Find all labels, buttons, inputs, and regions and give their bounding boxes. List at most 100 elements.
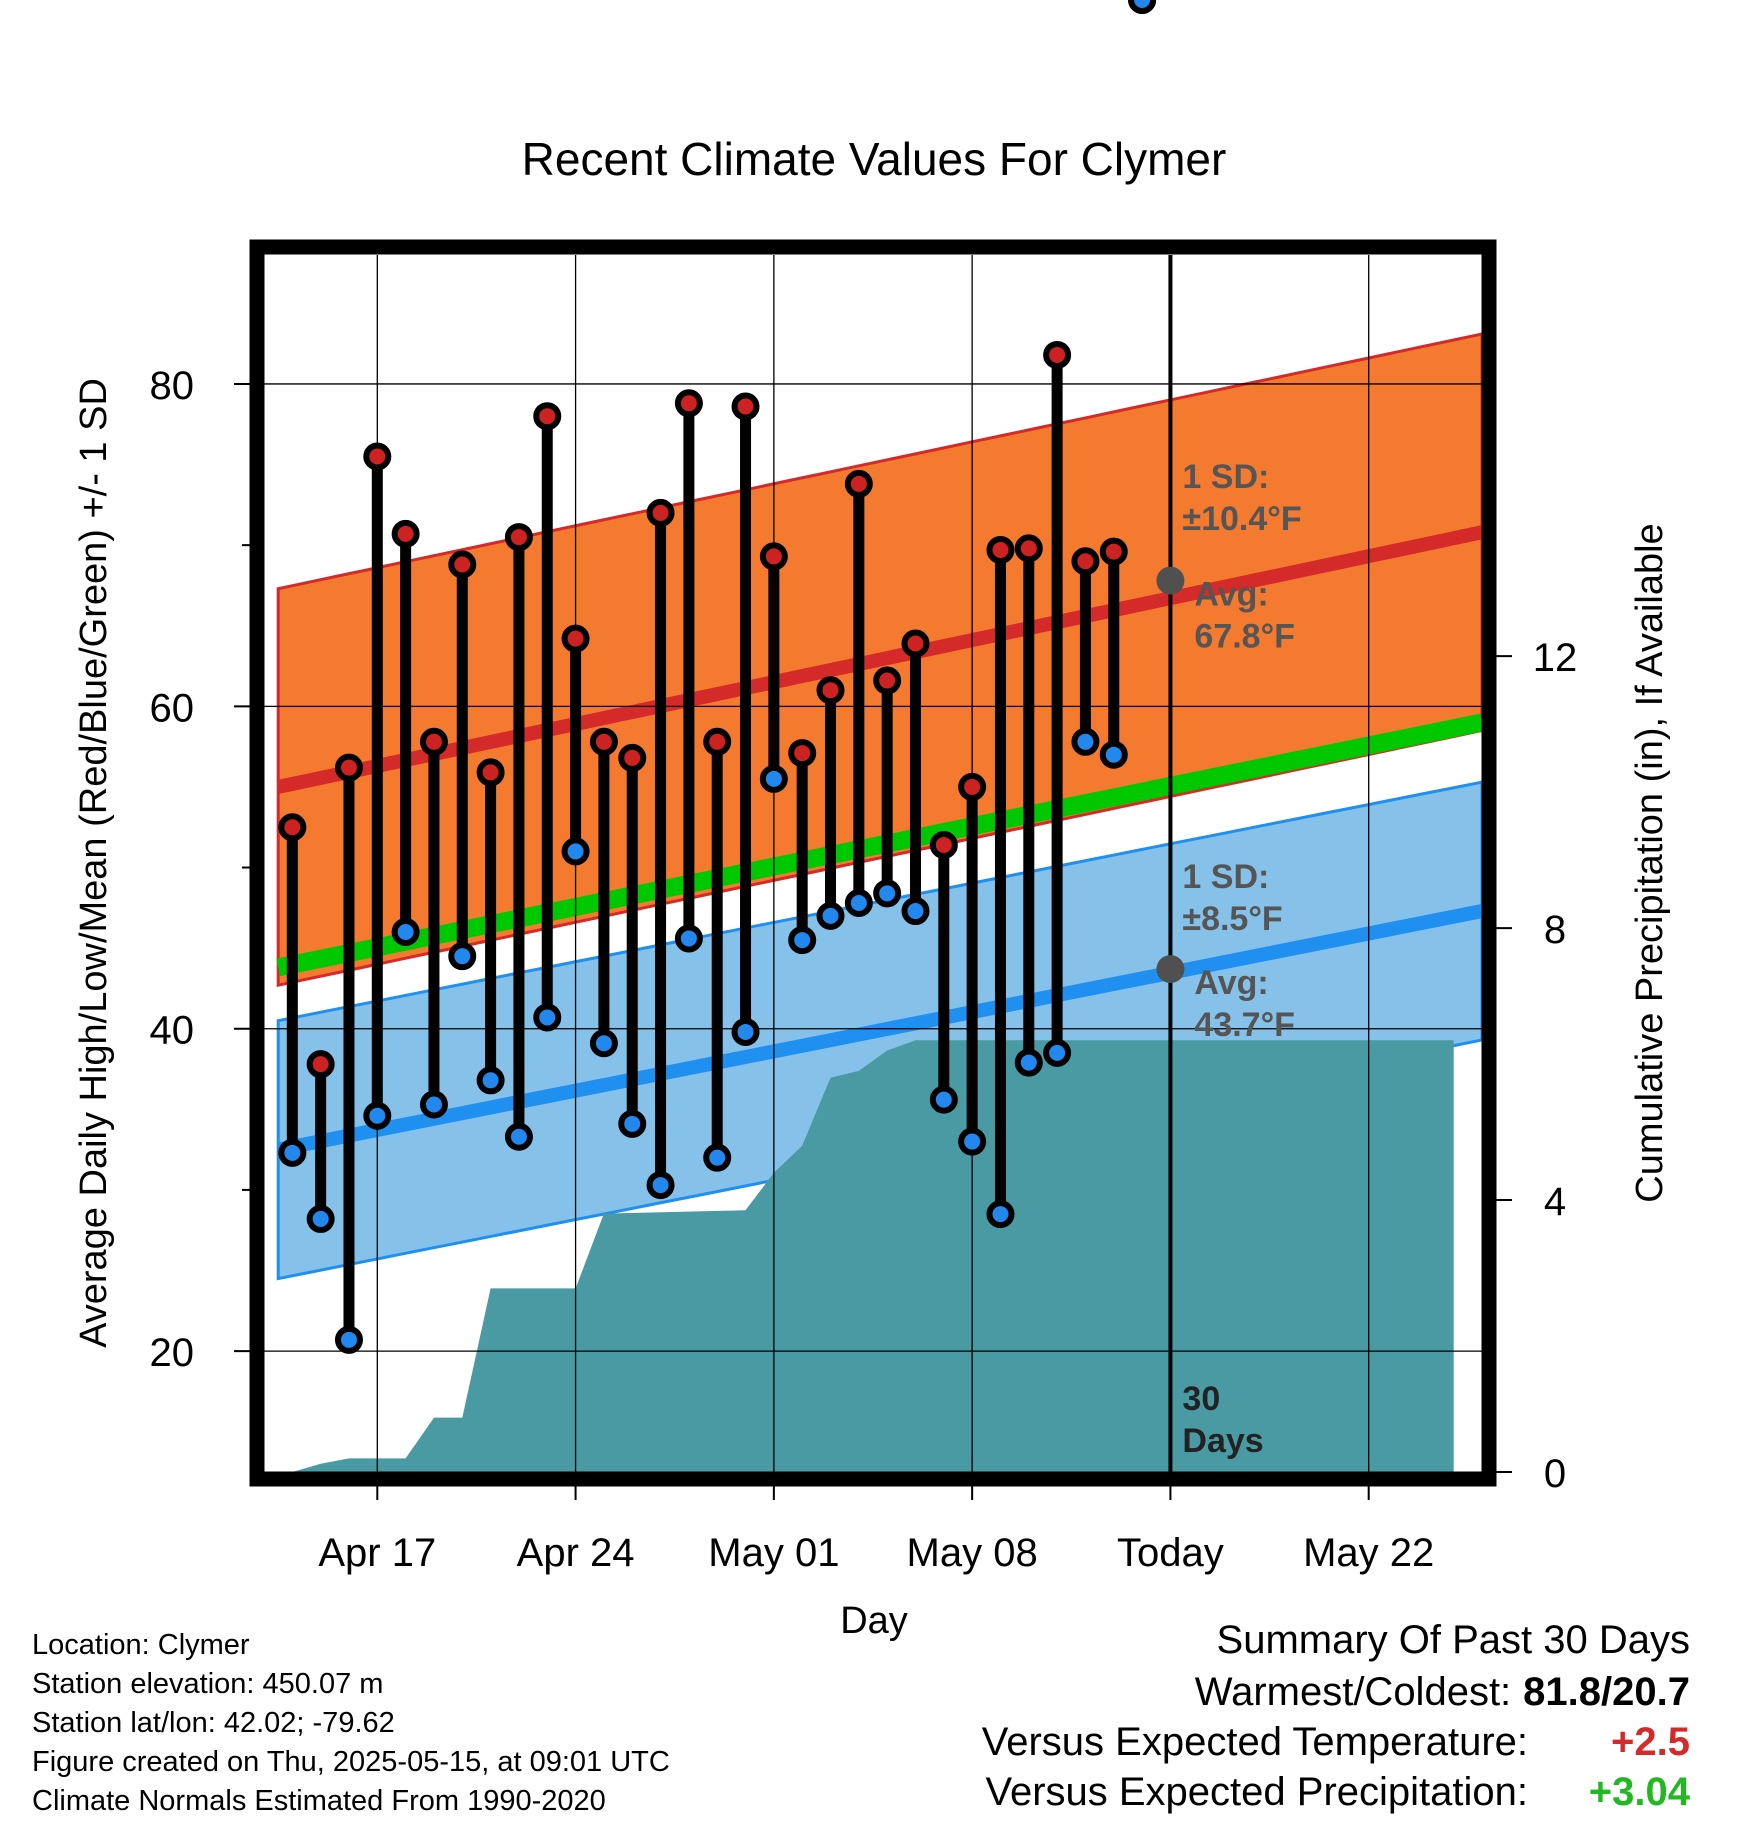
daily-high-point [363,442,392,471]
daily-high-point [788,739,817,768]
daily-low-point [391,918,420,947]
x-tick-label: Apr 17 [318,1531,436,1575]
daily-low-point [759,764,788,793]
created-text: Figure created on Thu, 2025-05-15, at 09… [32,1746,670,1778]
temp-value: +2.5 [1611,1720,1690,1764]
warm-cold-value: 81.8/20.7 [1523,1670,1690,1714]
daily-low-point [618,1109,647,1138]
daily-high-point [306,1050,335,1079]
daily-low-point [306,1204,335,1233]
daily-low-point [844,888,873,917]
days-label-number: 30 [1182,1380,1220,1418]
location-text: Location: Clymer [32,1629,250,1661]
cumulative-precip-area [292,1040,1454,1472]
daily-high-point [759,542,788,571]
low-avg-value: 43.7°F [1194,1006,1295,1044]
daily-high-point [476,758,505,787]
high-avg-value: 67.8°F [1194,618,1295,656]
low-sd-label: 1 SD: [1182,858,1269,896]
daily-low-point [873,879,902,908]
high-avg-point [1156,566,1185,595]
daily-high-point [816,676,845,705]
daily-high-point [703,727,732,756]
daily-low-point [958,1127,987,1156]
daily-low-point [703,1143,732,1172]
latlon-text: Station lat/lon: 42.02; -79.62 [32,1707,395,1739]
temp-label: Versus Expected Temperature: [981,1720,1528,1764]
daily-low-point [901,897,930,926]
daily-low-point [419,1090,448,1119]
daily-high-point [589,727,618,756]
daily-low-point [448,942,477,971]
y2-axis-title: Cumulative Precipitation (in), If Availa… [1629,523,1671,1202]
daily-low-point [476,1066,505,1095]
x-tick-label: May 22 [1303,1531,1434,1575]
y2-tick-label: 12 [1533,636,1578,680]
daily-low-point [731,1017,760,1046]
daily-low-point [1128,0,1157,14]
warm-cold-label: Warmest/Coldest: [1194,1670,1512,1714]
daily-low-point [646,1171,675,1200]
daily-high-point [334,753,363,782]
summary-warm-cold: Warmest/Coldest: 81.8/20.7 [1195,1670,1690,1715]
plot-frame [249,239,1497,1487]
daily-high-point [1043,340,1072,369]
precip-value: +3.04 [1588,1770,1690,1814]
chart-title: Recent Climate Values For Clymer [522,133,1227,185]
high-avg-label: Avg: [1194,576,1268,614]
daily-low-point [278,1138,307,1167]
daily-high-point [958,772,987,801]
summary-title: Summary Of Past 30 Days [1216,1618,1690,1662]
daily-low-point [363,1101,392,1130]
daily-high-point [504,523,533,552]
summary-precipitation: Versus Expected Precipitation: +3.04 [985,1770,1690,1815]
high-sd-value: ±10.4°F [1182,500,1301,538]
daily-high-point [1071,547,1100,576]
daily-low-point [986,1200,1015,1229]
normals-text: Climate Normals Estimated From 1990-2020 [32,1785,606,1817]
low-sd-value: ±8.5°F [1182,900,1282,938]
daily-high-point [1014,534,1043,563]
x-tick-label: Apr 24 [517,1531,635,1575]
normal-low-line [276,904,1482,1157]
daily-low-point [816,901,845,930]
x-axis-title: Day [840,1600,908,1642]
daily-high-point [986,535,1015,564]
daily-high-point [419,727,448,756]
y-tick-label: 80 [150,364,195,408]
station-info: Location: Clymer Station elevation: 450.… [32,1628,670,1818]
daily-low-point [1014,1048,1043,1077]
low-avg-point [1156,955,1185,984]
daily-high-point [561,624,590,653]
daily-low-point [1043,1038,1072,1067]
daily-high-point [533,402,562,431]
daily-high-point [646,498,675,527]
x-tick-label: May 08 [907,1531,1038,1575]
daily-low-point [589,1029,618,1058]
normal-high-line [276,525,1482,794]
daily-high-point [901,629,930,658]
y-tick-label: 40 [150,1009,195,1053]
daily-low-point [788,926,817,955]
daily-low-point [334,1325,363,1354]
y2-tick-label: 0 [1544,1452,1566,1496]
elevation-text: Station elevation: 450.07 m [32,1668,384,1700]
daily-high-point [844,469,873,498]
daily-high-point [731,392,760,421]
x-tick-label: May 01 [708,1531,839,1575]
y2-tick-label: 8 [1544,908,1566,952]
daily-high-point [618,743,647,772]
daily-high-point [278,813,307,842]
daily-high-point [929,830,958,859]
y2-tick-label: 4 [1544,1180,1566,1224]
precip-label: Versus Expected Precipitation: [985,1770,1528,1814]
daily-high-point [873,666,902,695]
daily-high-point [391,519,420,548]
daily-low-point [561,837,590,866]
daily-low-point [674,924,703,953]
daily-high-point [674,389,703,418]
low-avg-label: Avg: [1194,964,1268,1002]
daily-low-point [1099,740,1128,769]
days-label-unit: Days [1182,1422,1263,1460]
